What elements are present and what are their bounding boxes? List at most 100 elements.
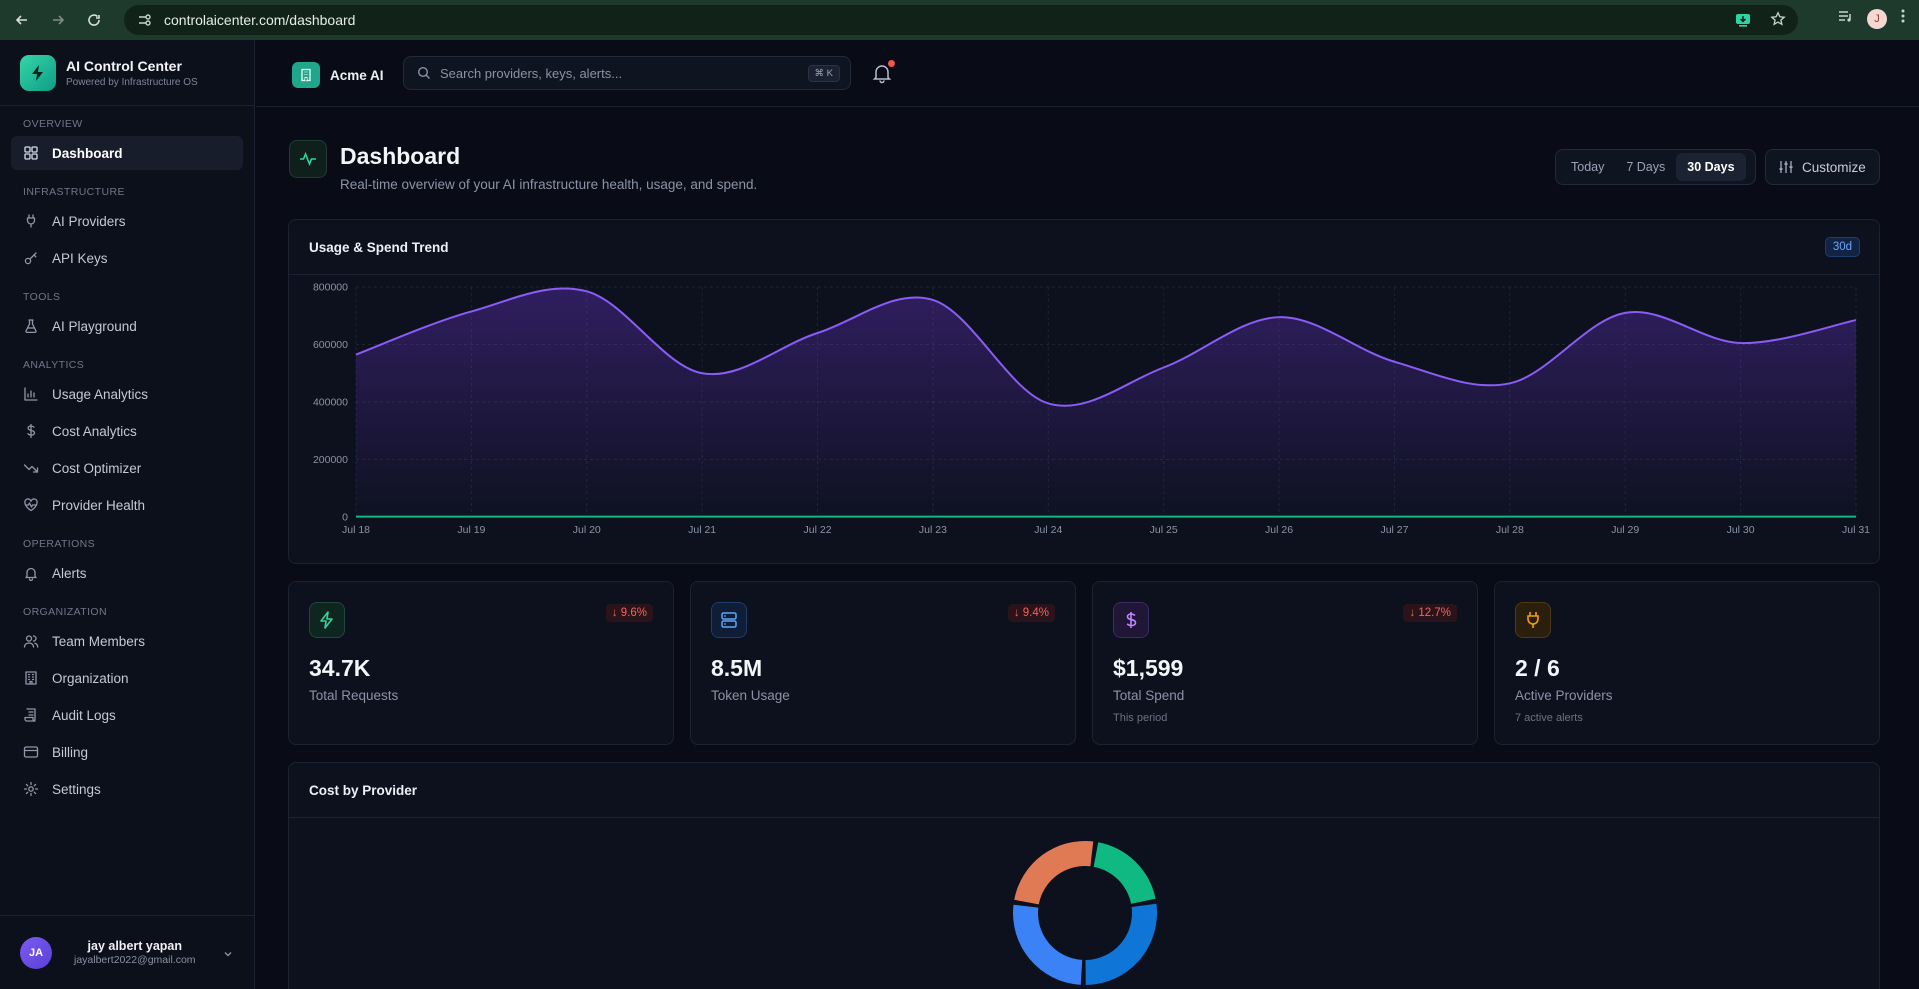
stat-value: 34.7K [309, 655, 371, 681]
customize-button[interactable]: Customize [1765, 149, 1880, 185]
building-icon [292, 62, 320, 88]
heart-pulse-icon [23, 497, 39, 513]
sidebar-item-team-members[interactable]: Team Members [11, 624, 243, 658]
building-icon [23, 670, 39, 686]
y-tick-label: 400000 [313, 397, 348, 409]
topbar: Acme AI Search providers, keys, alerts..… [256, 40, 1919, 107]
sidebar-item-settings[interactable]: Settings [11, 772, 243, 806]
back-icon[interactable] [8, 6, 36, 34]
stat-card-spend: ↓ 12.7% $1,599 Total Spend This period [1092, 581, 1478, 745]
install-app-icon[interactable] [1734, 11, 1752, 34]
card-title: Usage & Spend Trend [309, 240, 449, 255]
forward-icon[interactable] [44, 6, 72, 34]
sidebar-item-provider-health[interactable]: Provider Health [11, 488, 243, 522]
org-name: Acme AI [330, 67, 384, 83]
server-icon [711, 602, 747, 638]
sidebar-item-label: Settings [52, 781, 101, 797]
credit-card-icon [23, 744, 39, 760]
browser-toolbar: controlaicenter.com/dashboard J [0, 0, 1919, 40]
stat-label: Total Spend [1113, 688, 1185, 703]
sidebar-item-billing[interactable]: Billing [11, 735, 243, 769]
user-email: jayalbert2022@gmail.com [74, 954, 196, 966]
nav-section-label: OVERVIEW [23, 118, 83, 130]
media-control-icon[interactable] [1837, 8, 1853, 29]
sidebar-item-label: Audit Logs [52, 707, 116, 723]
dollar-icon [23, 423, 39, 439]
donut-slice[interactable] [1013, 904, 1083, 985]
sidebar-item-label: Dashboard [52, 145, 123, 161]
stat-label: Token Usage [711, 688, 790, 703]
x-tick-label: Jul 24 [1034, 524, 1062, 536]
series-line [355, 287, 1857, 407]
stat-value: $1,599 [1113, 655, 1184, 681]
sidebar-item-cost-analytics[interactable]: Cost Analytics [11, 414, 243, 448]
range-today[interactable]: Today [1571, 160, 1605, 174]
bookmark-star-icon[interactable] [1770, 11, 1786, 34]
key-icon [23, 250, 39, 266]
x-tick-label: Jul 19 [457, 524, 485, 536]
sidebar-item-label: Provider Health [52, 497, 146, 513]
period-badge: 30d [1824, 237, 1860, 257]
cost-donut-chart [1013, 841, 1157, 985]
sidebar-item-label: AI Providers [52, 213, 126, 229]
sidebar-item-label: Cost Analytics [52, 423, 137, 439]
browser-menu-icon[interactable] [1901, 8, 1905, 29]
x-tick-label: Jul 20 [573, 524, 601, 536]
search-input[interactable]: Search providers, keys, alerts... ⌘ K [403, 56, 851, 90]
address-bar[interactable]: controlaicenter.com/dashboard [124, 5, 1798, 35]
stat-label: Active Providers [1515, 688, 1613, 703]
x-tick-label: Jul 31 [1842, 524, 1870, 536]
x-tick-label: Jul 21 [688, 524, 716, 536]
brand: AI Control Center Powered by Infrastruct… [0, 40, 254, 106]
sidebar-item-organization[interactable]: Organization [11, 661, 243, 695]
user-name: jay albert yapan [87, 939, 183, 953]
usage-trend-card: Usage & Spend Trend 30d 0 200000 400000 600… [288, 219, 1880, 564]
notifications-button[interactable] [871, 60, 895, 89]
range-30-days[interactable]: 30 Days [1676, 153, 1746, 181]
user-profile[interactable]: JA jay albert yapan jayalbert2022@gmail.… [0, 915, 255, 989]
x-tick-label: Jul 22 [804, 524, 832, 536]
search-placeholder: Search providers, keys, alerts... [440, 65, 623, 81]
sidebar-item-label: Billing [52, 744, 89, 760]
sidebar-item-ai-providers[interactable]: AI Providers [11, 204, 243, 238]
sidebar-item-label: API Keys [52, 250, 108, 266]
users-icon [23, 633, 39, 649]
chevron-down-icon[interactable] [223, 946, 233, 964]
dollar-icon [1113, 602, 1149, 638]
series-area [356, 288, 1856, 517]
activity-icon [289, 140, 327, 178]
donut-slice[interactable] [1014, 841, 1094, 905]
cost-by-provider-card: Cost by Provider [288, 762, 1880, 989]
donut-slice[interactable] [1085, 903, 1157, 985]
sidebar-item-label: Usage Analytics [52, 386, 149, 402]
stat-label: Total Requests [309, 688, 399, 703]
sidebar: AI Control Center Powered by Infrastruct… [0, 40, 255, 989]
nav-section-label: INFRASTRUCTURE [23, 186, 125, 198]
x-tick-label: Jul 26 [1265, 524, 1293, 536]
page-subtitle: Real-time overview of your AI infrastruc… [340, 177, 758, 192]
reload-icon[interactable] [80, 6, 108, 34]
sidebar-item-cost-optimizer[interactable]: Cost Optimizer [11, 451, 243, 485]
donut-slice[interactable] [1093, 842, 1156, 904]
stat-sub: This period [1113, 712, 1168, 724]
card-title: Cost by Provider [309, 783, 418, 798]
range-7-days[interactable]: 7 Days [1626, 160, 1666, 174]
sidebar-item-alerts[interactable]: Alerts [11, 556, 243, 590]
page-title: Dashboard [340, 143, 461, 169]
sidebar-item-audit-logs[interactable]: Audit Logs [11, 698, 243, 732]
y-tick-label: 200000 [313, 454, 348, 466]
org-switcher[interactable]: Acme AI [292, 62, 384, 88]
brand-title: AI Control Center [66, 57, 182, 74]
time-range-toggle: Today 7 Days 30 Days [1555, 149, 1756, 185]
stat-card-tokens: ↓ 9.4% 8.5M Token Usage [690, 581, 1076, 745]
profile-avatar[interactable]: J [1867, 8, 1887, 29]
sidebar-item-usage-analytics[interactable]: Usage Analytics [11, 377, 243, 411]
site-info-icon[interactable] [136, 12, 152, 28]
sidebar-item-ai-playground[interactable]: AI Playground [11, 309, 243, 343]
bell-icon [872, 65, 892, 84]
url-text[interactable]: controlaicenter.com/dashboard [164, 12, 356, 28]
sidebar-item-label: Cost Optimizer [52, 460, 142, 476]
nav-section-label: TOOLS [23, 291, 61, 303]
sidebar-item-api-keys[interactable]: API Keys [11, 241, 243, 275]
sidebar-item-dashboard[interactable]: Dashboard [11, 136, 243, 170]
